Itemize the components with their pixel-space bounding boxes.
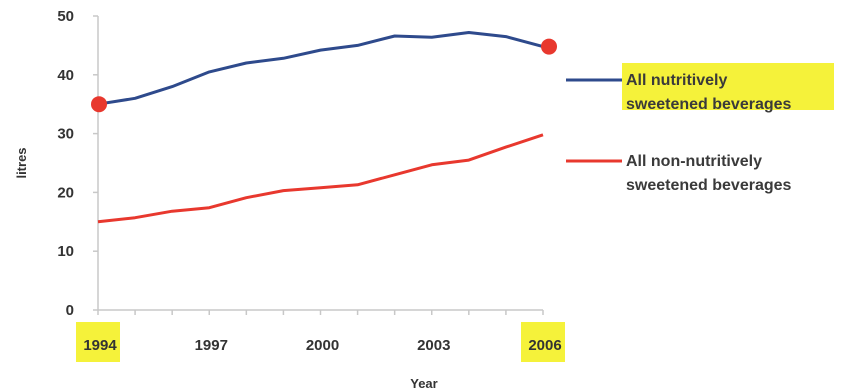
markers-layer	[91, 38, 557, 113]
y-tick-label: 30	[57, 126, 74, 143]
series-line-1	[97, 31, 544, 106]
y-axis-title: litres	[14, 147, 29, 178]
series-end-marker	[541, 38, 557, 55]
x-tick-label: 1997	[195, 337, 228, 354]
x-tick-label: 2000	[306, 337, 339, 354]
y-tick-label: 50	[57, 8, 74, 25]
x-tick-label: 1994	[83, 337, 117, 354]
y-tick-label: 10	[57, 243, 74, 260]
legend-highlight	[622, 63, 834, 110]
series-start-marker	[91, 96, 107, 113]
y-tick-label: 20	[57, 184, 74, 201]
x-tick-label: 2003	[417, 337, 450, 354]
tick-highlight-1994	[76, 322, 120, 362]
axes: 0 10 20 30 40 50 1994 1997 2000 2003 2006 Year litre…	[14, 8, 562, 391]
highlight-layer	[76, 322, 565, 362]
legend-label: sweetened beverages	[626, 96, 792, 113]
legend-label: All nutritively	[626, 72, 727, 89]
tick-highlight-2006	[521, 322, 565, 362]
legend-label: sweetened beverages	[626, 177, 792, 194]
y-tick-label: 40	[57, 67, 74, 84]
x-tick-label: 2006	[528, 337, 561, 354]
legend: All nutritively sweetened beverages All no…	[566, 63, 834, 194]
series-line-2	[97, 133, 544, 224]
series-layer	[97, 31, 544, 224]
x-axis-title: Year	[410, 376, 437, 391]
legend-label: All non-nutritively	[626, 153, 762, 170]
y-tick-label: 0	[66, 302, 74, 319]
